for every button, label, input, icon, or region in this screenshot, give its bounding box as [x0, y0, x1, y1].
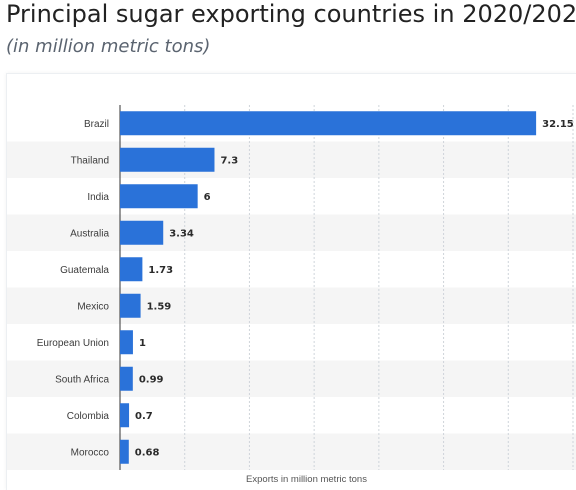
value-label: 0.99 [139, 374, 164, 385]
category-label: European Union [37, 338, 109, 349]
category-label: South Africa [55, 374, 109, 385]
category-label: Australia [70, 228, 109, 239]
value-label: 32.15 [542, 119, 574, 130]
bar-morocco [120, 439, 129, 464]
category-label: Colombia [67, 411, 110, 422]
value-label: 0.68 [135, 447, 160, 458]
value-label: 1.73 [148, 265, 173, 276]
value-label: 6 [204, 192, 211, 203]
category-label: Thailand [71, 155, 109, 166]
bar-european-union [120, 330, 133, 355]
row-band [7, 360, 576, 397]
value-label: 1.59 [147, 301, 172, 312]
row-band [7, 287, 576, 324]
chart-subtitle: (in million metric tons) [6, 36, 211, 57]
bar-brazil [120, 111, 537, 136]
row-band [7, 141, 576, 178]
row-band [7, 433, 576, 470]
value-label: 3.34 [169, 228, 194, 239]
bar-mexico [120, 293, 141, 318]
bar-india [120, 184, 198, 209]
value-label: 0.7 [135, 411, 153, 422]
category-label: Morocco [71, 447, 110, 458]
value-label: 1 [139, 338, 146, 349]
category-label: India [87, 192, 109, 203]
bar-chart: Brazil 32.15 Thailand 7.3 India 6 Australia 3.3… [7, 105, 576, 485]
bar-australia [120, 220, 164, 245]
bar-guatemala [120, 257, 143, 282]
value-label: 7.3 [220, 155, 238, 166]
category-label: Brazil [84, 119, 109, 130]
chart-title: Principal sugar exporting countries in 2… [6, 0, 576, 28]
category-label: Mexico [77, 301, 109, 312]
bar-colombia [120, 403, 130, 428]
x-axis-title: Exports in million metric tons [246, 474, 367, 485]
bar-south-africa [120, 366, 133, 391]
bar-thailand [120, 147, 215, 172]
chart-panel: Brazil 32.15 Thailand 7.3 India 6 Australia 3.3… [6, 73, 576, 490]
category-label: Guatemala [60, 265, 109, 276]
row-band [7, 214, 576, 251]
